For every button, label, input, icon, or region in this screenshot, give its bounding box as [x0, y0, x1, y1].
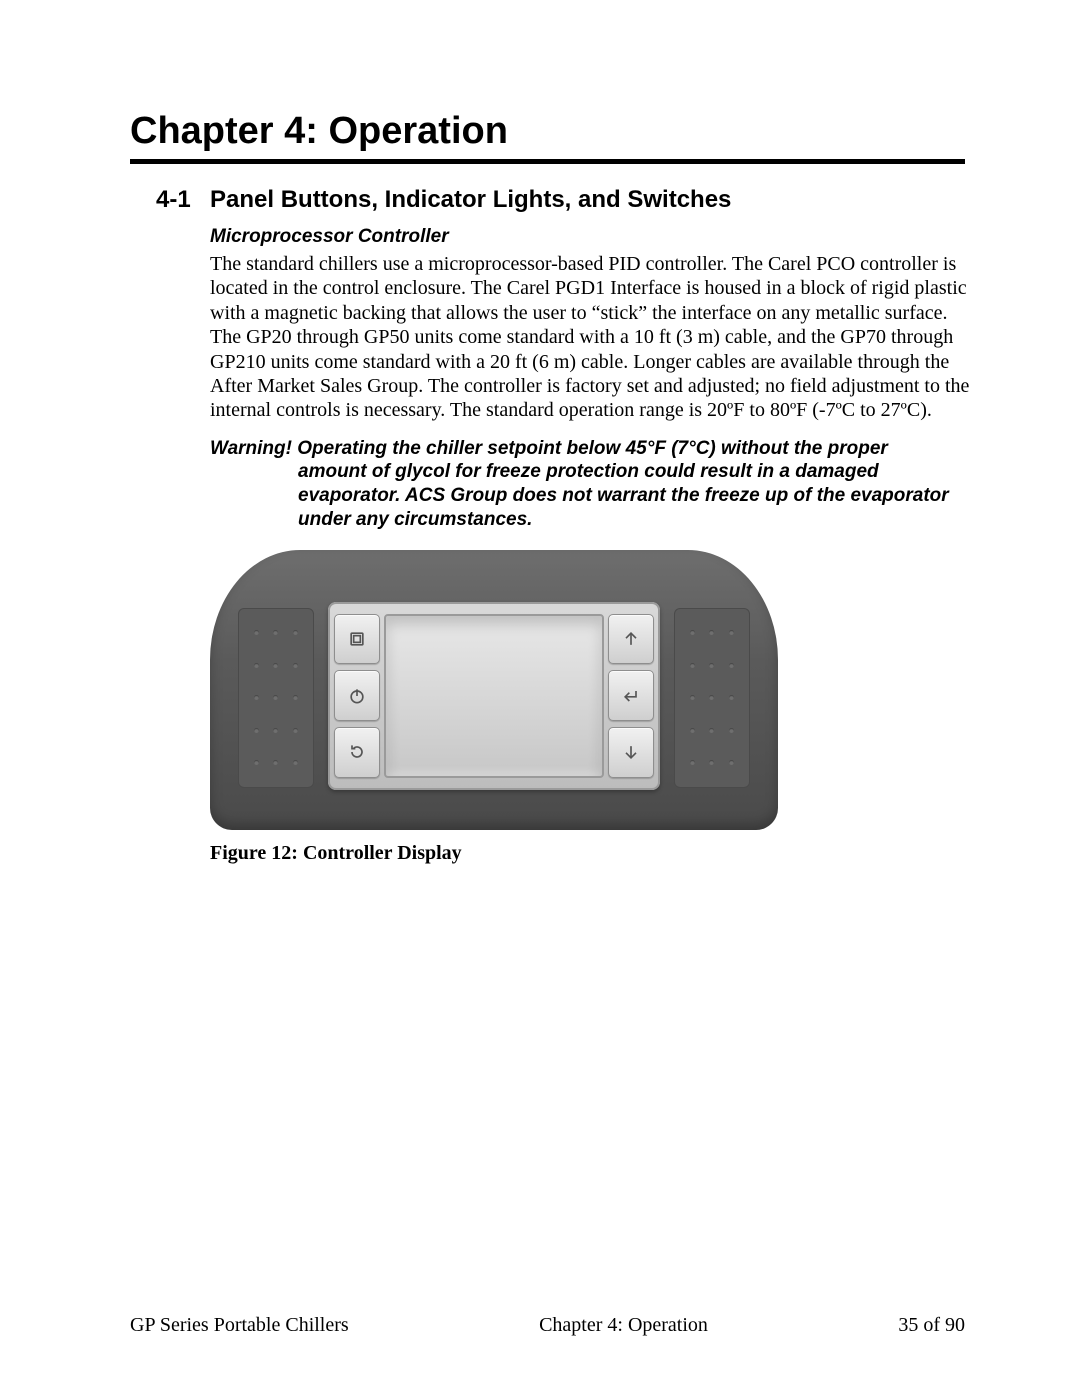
refresh-icon [347, 742, 367, 762]
footer-left: GP Series Portable Chillers [130, 1314, 349, 1337]
menu-button[interactable] [334, 614, 380, 665]
section-heading: 4-1 Panel Buttons, Indicator Lights, and… [156, 186, 965, 214]
arrow-up-icon [621, 629, 641, 649]
footer-center: Chapter 4: Operation [539, 1314, 708, 1337]
section-title: Panel Buttons, Indicator Lights, and Swi… [210, 186, 731, 214]
power-button[interactable] [334, 670, 380, 721]
menu-icon [347, 629, 367, 649]
enter-icon [621, 686, 641, 706]
body-paragraph: The standard chillers use a microprocess… [210, 252, 980, 423]
warning-block: Warning! Operating the chiller setpoint … [210, 437, 980, 532]
manual-page: Chapter 4: Operation 4-1 Panel Buttons, … [0, 0, 1080, 1397]
chapter-title: Chapter 4: Operation [130, 110, 965, 153]
section-number: 4-1 [156, 186, 210, 214]
grille-dots [683, 617, 741, 779]
down-button[interactable] [608, 727, 654, 778]
lcd-screen [384, 614, 604, 778]
page-footer: GP Series Portable Chillers Chapter 4: O… [130, 1314, 965, 1337]
speaker-grille-left [238, 608, 314, 788]
right-button-column [608, 614, 654, 778]
grille-dots [247, 617, 305, 779]
speaker-grille-right [674, 608, 750, 788]
refresh-button[interactable] [334, 727, 380, 778]
warning-continuation: amount of glycol for freeze protection c… [210, 460, 980, 531]
screen-bezel [328, 602, 660, 790]
figure-caption: Figure 12: Controller Display [210, 842, 980, 865]
warning-label: Warning! [210, 438, 297, 459]
up-button[interactable] [608, 614, 654, 665]
enter-button[interactable] [608, 670, 654, 721]
horizontal-rule [130, 159, 965, 164]
power-icon [347, 686, 367, 706]
warning-line1: Operating the chiller setpoint below 45°… [297, 438, 888, 459]
arrow-down-icon [621, 742, 641, 762]
controller-display-figure [210, 550, 778, 830]
subheading: Microprocessor Controller [210, 226, 980, 248]
content-column: Microprocessor Controller The standard c… [210, 226, 980, 865]
footer-right: 35 of 90 [898, 1314, 965, 1337]
left-button-column [334, 614, 380, 778]
